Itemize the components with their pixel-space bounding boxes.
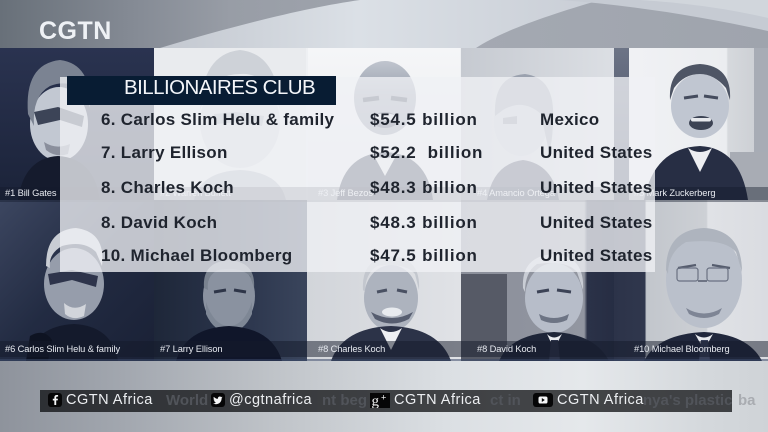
svg-text:+: + xyxy=(381,393,386,403)
svg-text:g: g xyxy=(372,393,380,408)
